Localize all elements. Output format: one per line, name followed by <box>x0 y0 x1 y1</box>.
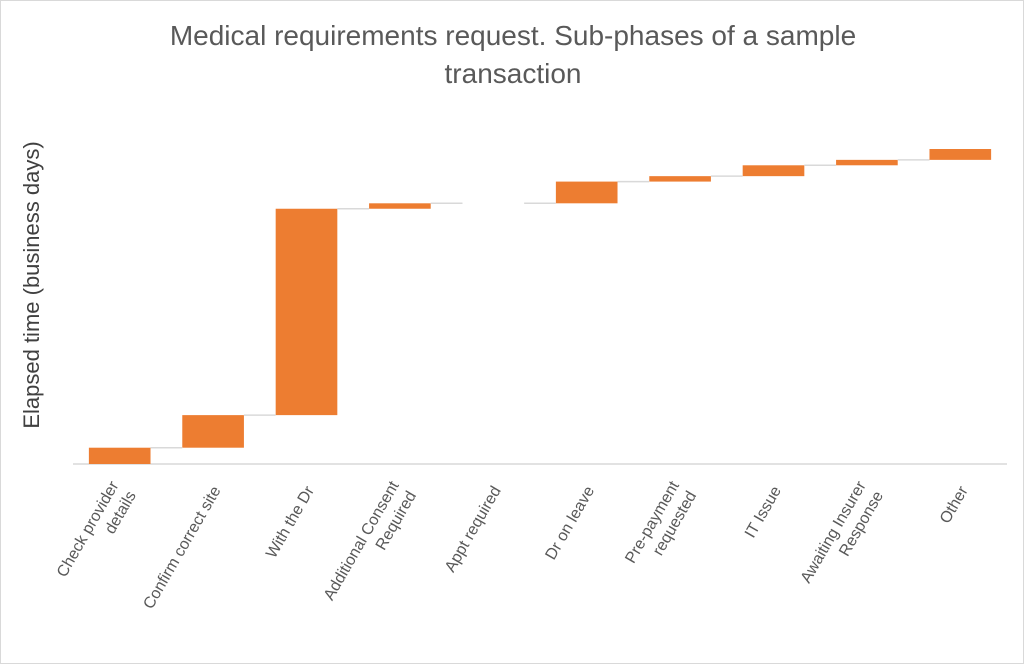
x-tick-label-2: Confirm correct site <box>140 483 224 612</box>
x-tick-label-text: Check providerdetails <box>54 478 140 590</box>
x-tick-label-text: IT Issue <box>742 483 785 541</box>
x-tick-label-3: With the Dr <box>263 483 318 561</box>
x-tick-label-10: Other <box>937 483 972 527</box>
bar-1 <box>88 447 151 464</box>
x-tick-label-9: Awaiting InsurerResponse <box>798 478 888 596</box>
x-tick-label-8: IT Issue <box>742 483 785 541</box>
bar-2 <box>182 415 244 448</box>
x-tick-label-text: Additional ConsentRequired <box>321 478 420 613</box>
plot-area <box>73 149 1007 465</box>
x-tick-label-line: With the Dr <box>263 483 318 561</box>
x-tick-label-4: Additional ConsentRequired <box>321 478 420 613</box>
x-tick-label-line: Dr on leave <box>543 483 599 562</box>
x-tick-label-1: Check providerdetails <box>54 478 140 590</box>
x-tick-label-line: Confirm correct site <box>140 483 224 612</box>
x-axis-labels: Check providerdetails Confirm correct sit… <box>54 478 972 613</box>
x-tick-label-text: Dr on leave <box>543 483 599 562</box>
x-tick-label-text: Pre-paymentrequested <box>622 478 700 576</box>
x-tick-label-text: Appt required <box>442 484 505 576</box>
bar-10 <box>929 149 992 160</box>
x-tick-label-text: Confirm correct site <box>140 483 224 612</box>
x-tick-label-text: Other <box>937 483 972 527</box>
x-tick-label-line: IT Issue <box>742 483 785 541</box>
bar-7 <box>649 176 711 182</box>
x-tick-label-7: Pre-paymentrequested <box>622 478 700 576</box>
chart-title-line-2: transaction <box>445 58 582 89</box>
bar-6 <box>555 181 618 204</box>
x-tick-label-line: Other <box>937 483 972 527</box>
x-tick-label-text: Awaiting InsurerResponse <box>798 478 888 596</box>
chart-title-line-1: Medical requirements request. Sub-phases… <box>170 20 856 51</box>
x-tick-label-line: Appt required <box>442 484 505 576</box>
x-tick-label-5: Appt required <box>442 484 505 576</box>
bar-4 <box>369 203 431 209</box>
bar-9 <box>836 159 898 166</box>
x-tick-label-6: Dr on leave <box>543 483 599 562</box>
x-tick-label-text: With the Dr <box>263 483 318 561</box>
bar-8 <box>742 165 805 177</box>
bar-3 <box>275 208 338 416</box>
y-axis-title: Elapsed time (business days) <box>19 141 44 428</box>
